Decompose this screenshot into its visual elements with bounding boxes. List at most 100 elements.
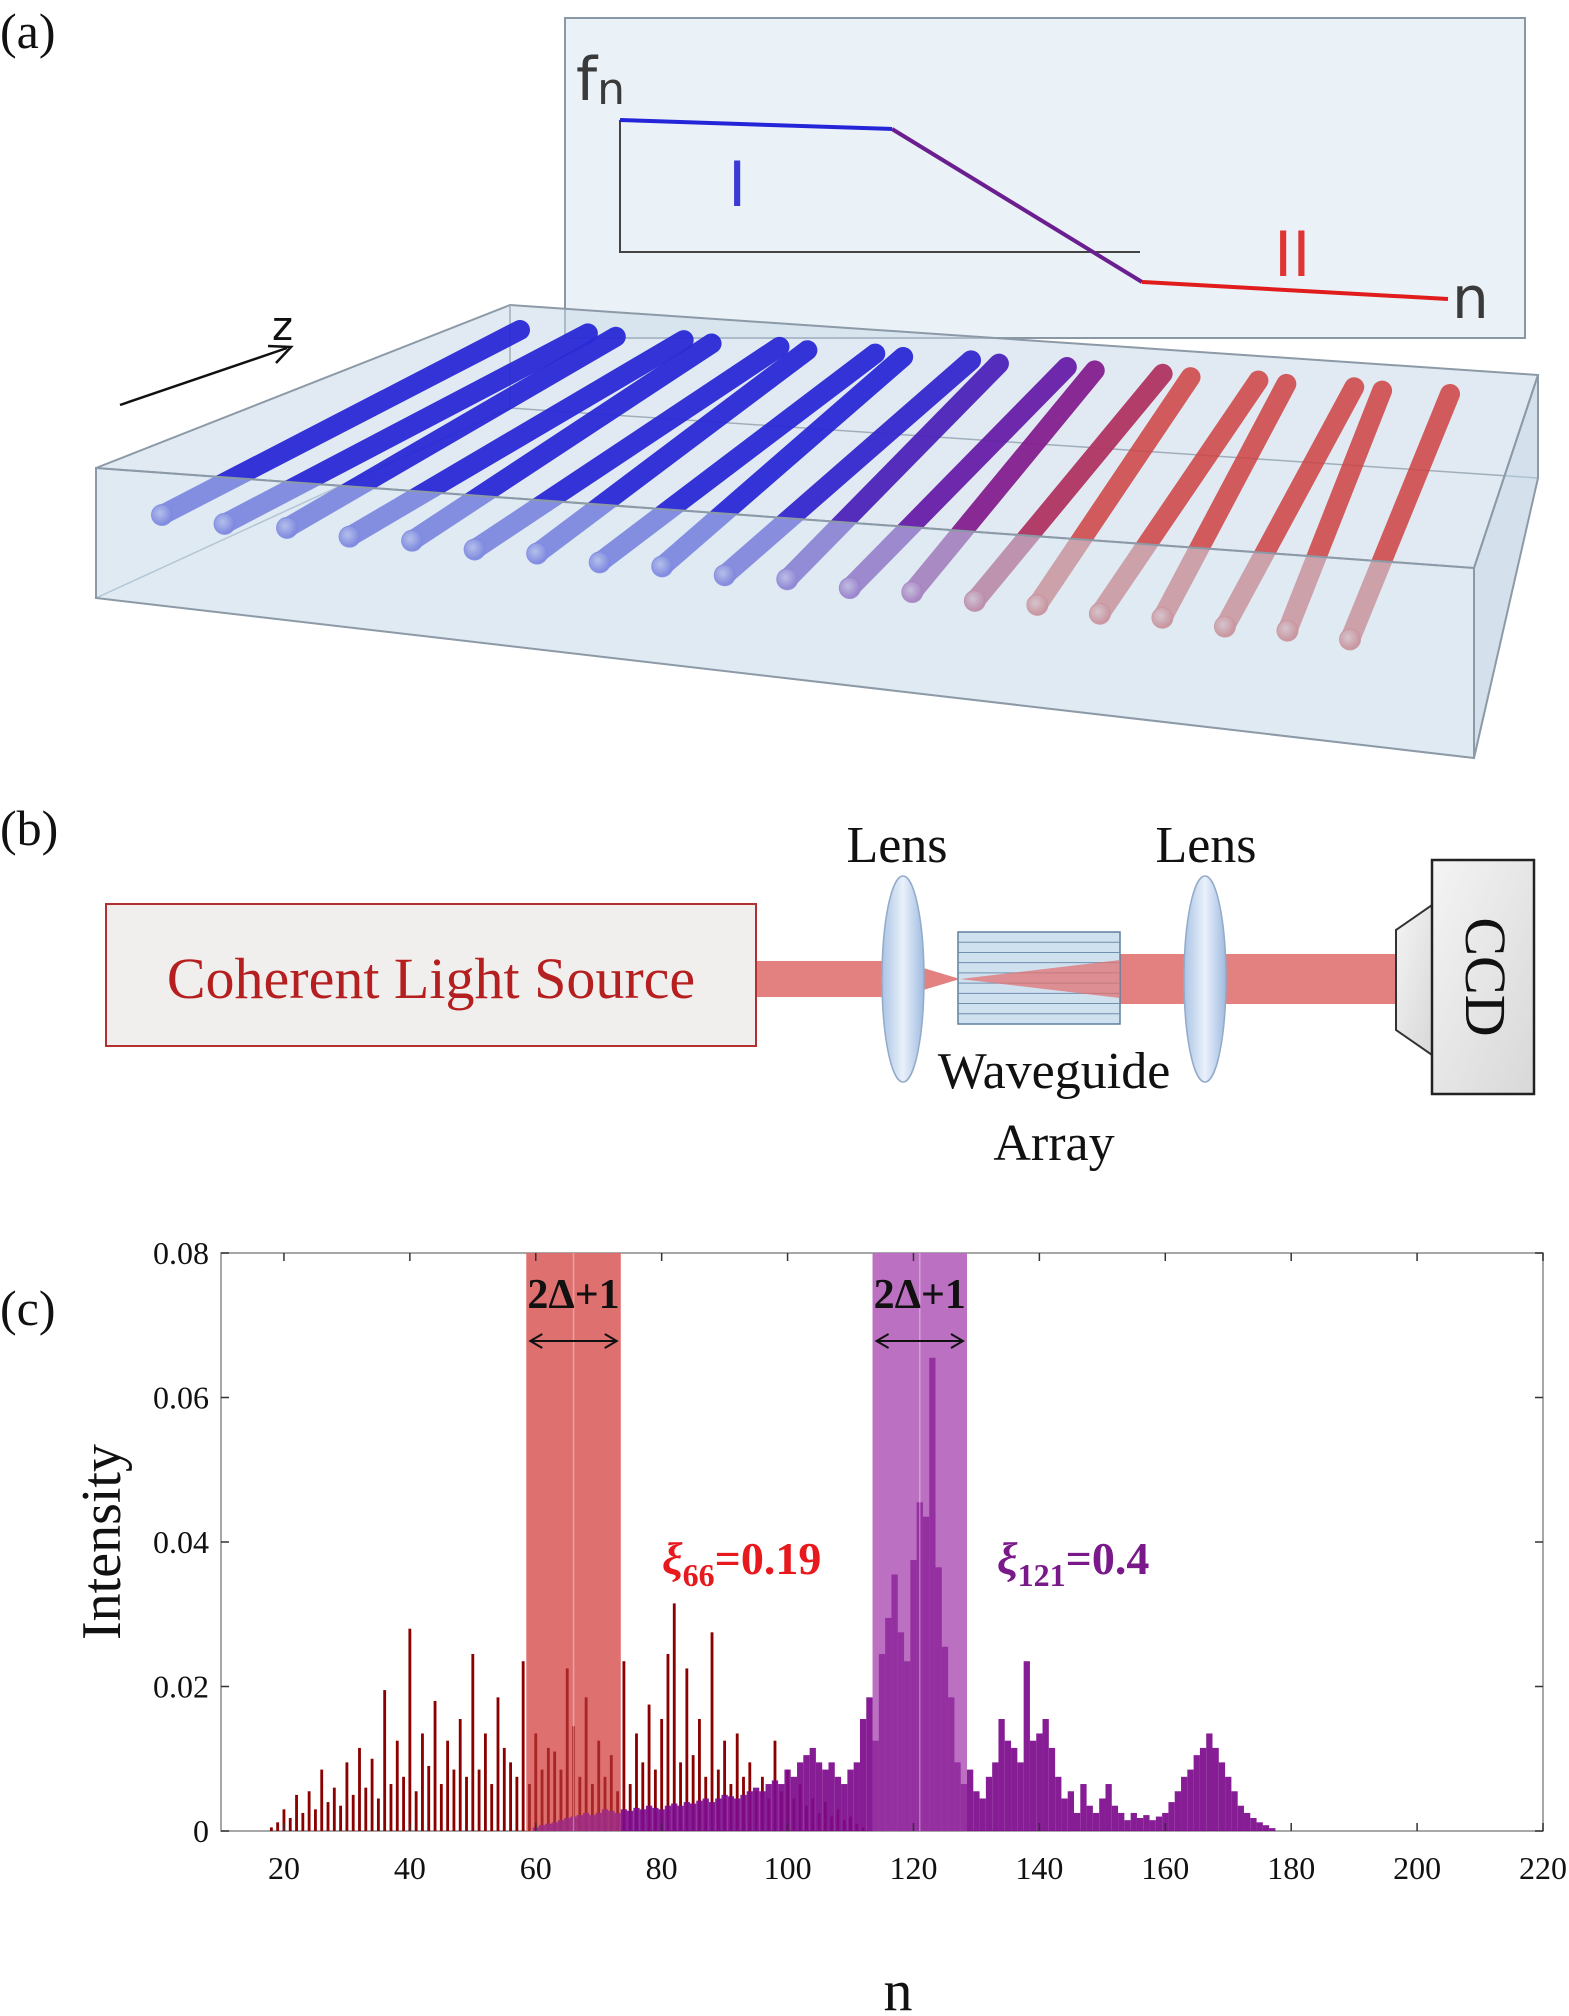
lens-left	[881, 875, 925, 1083]
chart-c: 20 40 60 80 100 120 140 160 180 200 220 0 0.02 0.04 0.…	[71, 1235, 1567, 2016]
bar	[597, 1740, 601, 1831]
bar	[708, 1802, 716, 1831]
bar	[1055, 1776, 1062, 1831]
bar	[1250, 1817, 1257, 1831]
bar	[834, 1776, 842, 1831]
bar	[734, 1798, 741, 1831]
bar	[691, 1755, 695, 1831]
bar	[1011, 1747, 1018, 1831]
bar	[815, 1762, 823, 1831]
bar	[1193, 1755, 1200, 1831]
lens-right	[1183, 875, 1227, 1083]
bar	[929, 1357, 936, 1831]
band-width-label: 2Δ+1	[874, 1272, 966, 1318]
bar	[557, 1820, 565, 1831]
bar	[1061, 1798, 1068, 1831]
bar	[534, 1733, 538, 1831]
bar	[565, 1668, 569, 1831]
lens-right-label: Lens	[1155, 817, 1256, 874]
bar	[1243, 1812, 1251, 1831]
bar	[759, 1791, 766, 1831]
bar	[641, 1762, 645, 1831]
bar	[885, 1617, 892, 1831]
bar	[1168, 1802, 1175, 1831]
profile-segment-i	[619, 118, 893, 131]
band-arrowhead-right	[604, 1333, 619, 1349]
xi-symbol: ξ	[997, 1533, 1018, 1584]
bar	[490, 1784, 494, 1831]
light-source-box	[105, 903, 757, 1047]
array-label-line1: Waveguide	[938, 1043, 1171, 1100]
bar	[276, 1822, 280, 1831]
band-arrowhead-left	[874, 1333, 890, 1349]
bar	[904, 1661, 911, 1831]
x-tick-label: 140	[1015, 1850, 1063, 1886]
bar	[872, 1740, 879, 1831]
profile-ramp	[890, 127, 1144, 284]
bar	[979, 1798, 986, 1831]
bar	[383, 1690, 387, 1831]
bar	[679, 1762, 682, 1831]
profile-ylabel: fn	[576, 45, 625, 115]
bar	[559, 1769, 563, 1831]
chart-ticks: 20 40 60 80 100 120 140 160 180 200 220 0 0.02 0.04 0.…	[153, 1235, 1567, 1886]
chart-xlabel: n	[884, 1958, 913, 2016]
bar	[551, 1822, 558, 1831]
bar	[778, 1784, 785, 1831]
bar	[973, 1791, 980, 1831]
xi-annotation-121: ξ121=0.4	[997, 1533, 1149, 1593]
bar	[1099, 1798, 1106, 1831]
bar	[809, 1747, 816, 1831]
panel-a: fn n I II z	[95, 17, 1540, 760]
bar	[1029, 1740, 1037, 1831]
bar	[1218, 1762, 1226, 1831]
bar	[433, 1700, 437, 1831]
bar	[288, 1817, 292, 1831]
bar	[389, 1784, 393, 1831]
bar	[553, 1751, 557, 1831]
bar	[326, 1802, 330, 1831]
bar	[1124, 1820, 1131, 1831]
bar	[1187, 1769, 1194, 1831]
bar	[985, 1776, 993, 1831]
bar	[1017, 1762, 1024, 1831]
z-axis-arrow	[119, 346, 288, 407]
bar	[1023, 1661, 1030, 1831]
bar	[545, 1823, 552, 1831]
bar	[746, 1791, 753, 1831]
bar	[922, 1516, 930, 1831]
bar	[1036, 1733, 1043, 1831]
bar	[582, 1812, 590, 1831]
bar	[685, 1668, 689, 1831]
bar	[538, 1825, 546, 1831]
bar	[1042, 1719, 1049, 1831]
profile-segment-ii	[1141, 280, 1449, 301]
bar	[521, 1661, 525, 1831]
beam-input	[756, 961, 884, 997]
bar	[364, 1787, 368, 1831]
bar	[589, 1815, 596, 1831]
band-overlay-121	[872, 1253, 967, 1831]
bar	[653, 1769, 657, 1831]
bar	[427, 1765, 431, 1831]
profile-xlabel: n	[1452, 264, 1489, 332]
bar	[696, 1800, 703, 1831]
bar	[715, 1798, 722, 1831]
bar	[948, 1697, 955, 1831]
bar	[803, 1755, 810, 1831]
bar	[1162, 1812, 1169, 1831]
ccd-box	[1430, 858, 1536, 1096]
bar	[998, 1719, 1005, 1831]
bar	[966, 1769, 974, 1831]
bar	[1225, 1776, 1232, 1831]
bar	[735, 1733, 739, 1831]
bar	[658, 1809, 665, 1831]
bar	[608, 1810, 615, 1831]
bar	[452, 1769, 456, 1831]
bar	[797, 1762, 804, 1831]
bar	[1237, 1805, 1244, 1831]
bar	[1111, 1805, 1119, 1831]
bar	[439, 1784, 443, 1831]
